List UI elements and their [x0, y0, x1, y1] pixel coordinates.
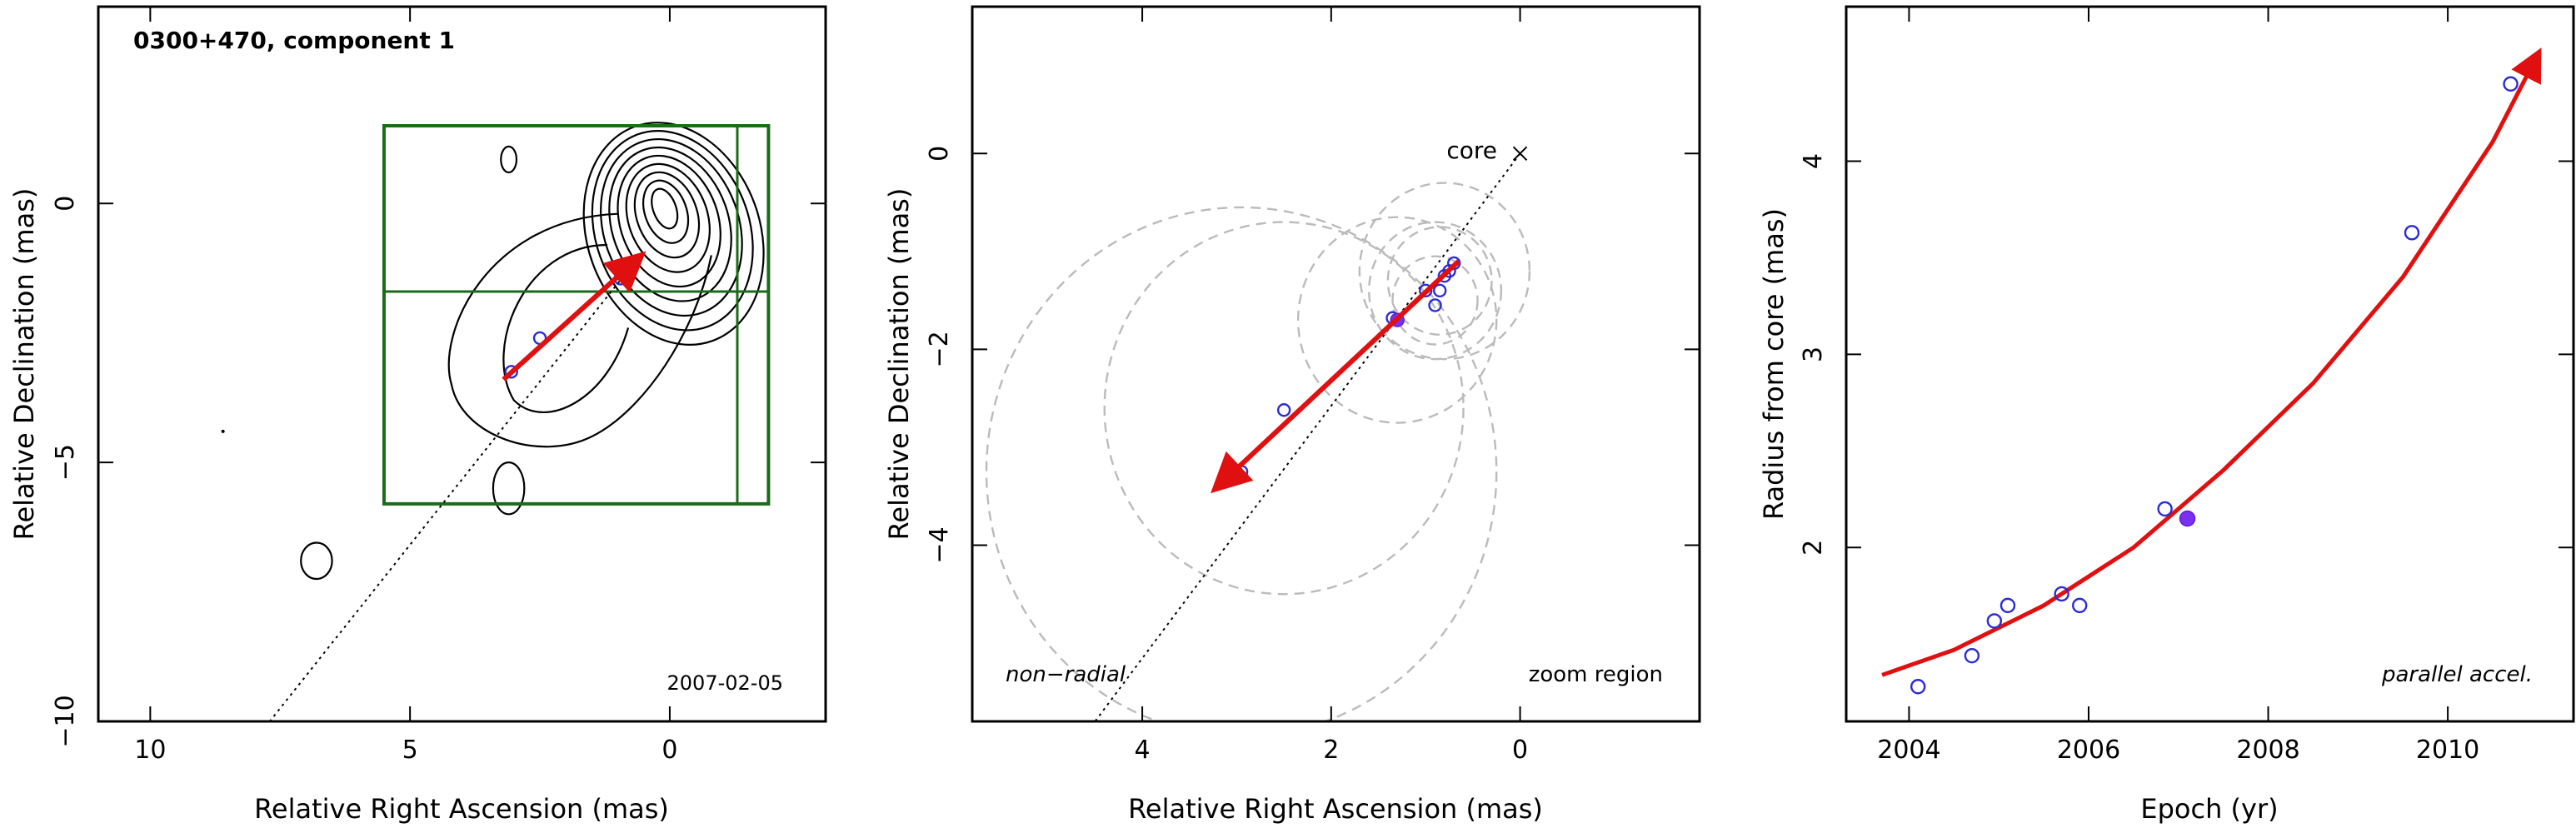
p1-contour-3-0 [492, 461, 526, 516]
p1-point-4 [504, 365, 518, 379]
p2-frame [971, 5, 1701, 723]
p2-ytick-label-1: −2 [925, 331, 954, 367]
p1-ytick-label-2: −10 [51, 695, 80, 747]
p2-core-label: core [1446, 137, 1497, 164]
p1-jet-outline [447, 212, 712, 448]
p1-xtick-label-1: 5 [402, 736, 418, 765]
p2-point-4 [1428, 298, 1442, 312]
p2-circles [985, 182, 1531, 721]
p1-zoom-box [382, 124, 771, 506]
p2-error-circle-4 [1296, 216, 1498, 424]
p3-ylabel: Radius from core (mas) [1758, 208, 1790, 520]
p1-contour-0-4 [617, 154, 721, 288]
p2-point-2 [1437, 269, 1452, 283]
p3-xtick-label-0: 2004 [1877, 736, 1940, 765]
p1-ylabel: Relative Declination (mas) [8, 188, 40, 541]
p2-error-circle-5 [1103, 221, 1465, 596]
p3-curve [1881, 47, 2542, 677]
p1-ticks: 10 5 0 0 −5 −10 [51, 7, 826, 765]
p2-trajectory-line [1094, 152, 1521, 721]
p2-ytick-label-2: −4 [925, 526, 954, 563]
p1-ytick-label-0: 0 [51, 196, 80, 212]
p1-contour-0-1 [642, 179, 690, 244]
p2-core-marker [1512, 146, 1528, 162]
p1-contour-0-2 [633, 171, 701, 259]
p1-contour-0-6 [600, 137, 743, 317]
p1-date-label: 2007-02-05 [667, 671, 783, 695]
p2-point-3 [1433, 283, 1447, 298]
p1-trajectory [268, 260, 637, 721]
p1-xtick-label-0: 10 [134, 736, 166, 765]
p2-xtick-label-0: 4 [1135, 736, 1151, 765]
p3-point-1 [1964, 647, 1980, 664]
p2-ylabel: Relative Declination (mas) [883, 188, 915, 541]
p3-point-0 [1910, 679, 1926, 695]
p3-xtick-label-1: 2006 [2057, 736, 2120, 765]
p1-contour-1-0 [500, 145, 518, 174]
panel-3: 2004 2006 2008 2010 2 3 4 parallel accel. Epoc… [1758, 5, 2575, 825]
p3-xlabel: Epoch (yr) [2140, 793, 2278, 825]
p2-point-5 [1419, 283, 1433, 298]
p3-point-5 [2072, 597, 2088, 614]
p2-error-circle-0 [1386, 226, 1493, 336]
p3-point-3 [1999, 597, 2016, 614]
p1-trajectory-line [268, 260, 637, 721]
p3-point-2 [1986, 613, 2003, 629]
p2-xtick-label-1: 2 [1323, 736, 1339, 765]
p3-ytick-label-2: 4 [1799, 153, 1828, 169]
p1-zoom-rect [382, 124, 771, 506]
p2-zoom-label: zoom region [1529, 662, 1663, 687]
p3-ytick-label-0: 2 [1799, 540, 1828, 556]
p3-point-4 [2054, 586, 2069, 602]
p1-contour-0-3 [625, 162, 711, 273]
p2-xlabel: Relative Right Ascension (mas) [1128, 793, 1543, 825]
p3-ytick-label-1: 3 [1799, 347, 1828, 362]
p2-velocity-arrow [1211, 259, 1460, 494]
p1-contour-0-0 [651, 187, 679, 230]
p2-point-7 [1276, 403, 1291, 417]
p1-contour-0-5 [608, 146, 732, 302]
p1-frame [97, 5, 827, 723]
p3-filled-point [2179, 510, 2196, 527]
p1-arrow [502, 251, 646, 382]
p2-nonradial-label: non−radial [1006, 662, 1126, 687]
p3-points [1910, 76, 2519, 695]
p3-accel-label: parallel accel. [2381, 662, 2533, 687]
p3-point-8 [2503, 76, 2519, 92]
p2-error-circle-6 [985, 206, 1498, 721]
p3-xtick-label-3: 2010 [2416, 736, 2479, 765]
p2-error-circle-1 [1367, 221, 1503, 361]
p2-arrow [1211, 259, 1460, 494]
p1-contour-0-7 [591, 130, 754, 332]
p3-point-7 [2404, 225, 2420, 241]
p3-frame [1845, 5, 2575, 723]
p1-xtick-label-2: 0 [661, 736, 677, 765]
panel-2: 4 2 0 0 −2 −4 core non−radial zoom region Rel… [883, 5, 1701, 825]
p2-error-circle-3 [1391, 255, 1479, 346]
p2-trajectory [1094, 152, 1521, 721]
p2-ticks: 4 2 0 0 −2 −4 [925, 7, 1700, 765]
p2-ytick-label-0: 0 [925, 146, 954, 162]
p3-xtick-label-2: 2008 [2236, 736, 2299, 765]
panel-1: 10 5 0 0 −5 −10 0300+470, component 1 2007-02… [8, 5, 827, 825]
p3-ticks: 2004 2006 2008 2010 2 3 4 [1799, 7, 2574, 765]
p1-noise-dot [221, 429, 225, 433]
p3-point-6 [2157, 501, 2173, 517]
p2-xtick-label-2: 0 [1512, 736, 1528, 765]
p1-jet-inner [502, 243, 630, 413]
p1-title: 0300+470, component 1 [133, 27, 455, 54]
p2-error-circle-2 [1358, 182, 1531, 361]
p1-ytick-label-1: −5 [51, 444, 80, 481]
p3-fit-curve [1881, 47, 2542, 677]
p1-velocity-arrow [502, 251, 646, 382]
p2-core-x-b [1512, 146, 1528, 162]
p1-contours [221, 122, 765, 581]
p1-xlabel: Relative Right Ascension (mas) [254, 793, 669, 825]
p1-contour-2-0 [300, 541, 333, 581]
